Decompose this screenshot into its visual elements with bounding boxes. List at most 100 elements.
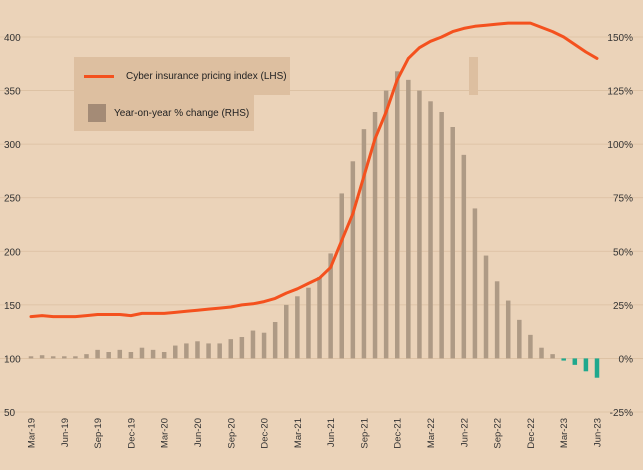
bar bbox=[528, 334, 533, 359]
left-tick-label: 400 bbox=[4, 33, 21, 44]
bar bbox=[517, 319, 522, 359]
right-tick-label: 150% bbox=[607, 33, 633, 44]
legend-label-line: Cyber insurance pricing index (LHS) bbox=[126, 70, 287, 82]
x-tick-label: Sep-19 bbox=[93, 418, 104, 449]
bar bbox=[28, 356, 34, 359]
bar bbox=[139, 347, 145, 359]
bar bbox=[483, 255, 489, 359]
legend-decoration bbox=[469, 57, 478, 95]
bar bbox=[306, 287, 311, 359]
bar bbox=[361, 129, 367, 359]
x-tick-label: Sep-21 bbox=[359, 418, 370, 449]
bar bbox=[284, 304, 289, 359]
legend-label-bar: Year-on-year % change (RHS) bbox=[114, 107, 250, 119]
x-tick-label: Sep-20 bbox=[226, 418, 237, 449]
x-tick-label: Dec-19 bbox=[126, 418, 137, 449]
left-tick-label: 100 bbox=[4, 354, 21, 365]
bar bbox=[128, 352, 134, 359]
right-axis: -25% 0% 25% 50% 75% 100% 125% 150% bbox=[607, 33, 633, 419]
x-tick-label: Jun-19 bbox=[60, 418, 71, 447]
x-tick-label: Dec-22 bbox=[526, 418, 537, 449]
bar bbox=[339, 193, 344, 359]
bar bbox=[173, 345, 178, 359]
bar bbox=[317, 277, 322, 359]
right-tick-label: 50% bbox=[613, 247, 633, 258]
bar bbox=[161, 352, 167, 359]
line-series bbox=[29, 21, 599, 319]
bar bbox=[539, 347, 544, 359]
bar bbox=[239, 337, 245, 359]
bar bbox=[84, 354, 89, 359]
bar bbox=[461, 154, 467, 359]
x-tick-label: Jun-20 bbox=[193, 418, 204, 447]
bar bbox=[561, 358, 566, 361]
x-tick-label: Mar-19 bbox=[27, 418, 38, 448]
bar bbox=[50, 356, 56, 359]
bar bbox=[250, 330, 256, 359]
x-tick-label: Dec-20 bbox=[260, 418, 271, 449]
bar bbox=[428, 101, 433, 359]
legend-bar-swatch bbox=[88, 104, 106, 122]
bar bbox=[39, 355, 45, 359]
bar bbox=[117, 349, 123, 359]
bar bbox=[73, 356, 78, 359]
bar bbox=[272, 322, 278, 359]
bar bbox=[295, 296, 300, 359]
bar bbox=[350, 161, 356, 359]
x-tick-label: Dec-21 bbox=[393, 418, 404, 449]
x-tick-label: Mar-21 bbox=[293, 418, 304, 448]
x-tick-label: Mar-23 bbox=[559, 418, 570, 448]
bar bbox=[417, 90, 422, 359]
right-tick-label: 100% bbox=[607, 140, 633, 151]
bar bbox=[472, 208, 478, 359]
bar bbox=[106, 352, 111, 359]
left-axis: 50 100 150 200 250 300 350 400 bbox=[4, 33, 21, 419]
bar bbox=[328, 253, 333, 359]
x-tick-label: Mar-22 bbox=[426, 418, 437, 448]
bar bbox=[184, 343, 189, 359]
pricing-index-line bbox=[29, 21, 599, 319]
right-tick-label: 25% bbox=[613, 301, 633, 312]
x-tick-label: Jun-22 bbox=[459, 418, 470, 447]
right-tick-label: 0% bbox=[619, 354, 634, 365]
left-tick-label: 200 bbox=[4, 247, 21, 258]
bar bbox=[450, 127, 455, 359]
x-tick-label: Jun-21 bbox=[326, 418, 337, 447]
bar bbox=[572, 358, 578, 365]
bar bbox=[372, 112, 378, 359]
bar bbox=[406, 79, 411, 359]
bar bbox=[261, 332, 267, 359]
bar bbox=[505, 300, 511, 359]
bar bbox=[95, 349, 100, 359]
legend-line-swatch bbox=[84, 74, 114, 78]
left-tick-label: 250 bbox=[4, 194, 21, 205]
legend-item-bar: Year-on-year % change (RHS) bbox=[74, 95, 254, 131]
right-tick-label: -25% bbox=[610, 408, 633, 419]
bar-series bbox=[28, 71, 600, 378]
x-tick-label: Sep-22 bbox=[493, 418, 504, 449]
bar bbox=[394, 71, 400, 359]
x-tick-label: Jun-23 bbox=[593, 418, 604, 447]
left-tick-label: 300 bbox=[4, 140, 21, 151]
right-tick-label: 125% bbox=[607, 87, 633, 98]
bar bbox=[594, 358, 600, 378]
bar bbox=[494, 281, 500, 359]
x-axis: Mar-19 Jun-19 Sep-19 Dec-19 Mar-20 Jun-20 Sep-… bbox=[27, 418, 604, 449]
left-tick-label: 350 bbox=[4, 87, 21, 98]
bar bbox=[206, 343, 211, 359]
left-tick-label: 50 bbox=[4, 408, 16, 419]
bar bbox=[383, 90, 389, 359]
bar bbox=[62, 356, 67, 359]
bar bbox=[439, 112, 444, 359]
bar bbox=[583, 358, 589, 372]
bar bbox=[550, 354, 555, 359]
bar bbox=[195, 341, 200, 359]
bar bbox=[228, 339, 234, 359]
bar bbox=[150, 349, 156, 359]
left-tick-label: 150 bbox=[4, 301, 21, 312]
bar bbox=[217, 343, 222, 359]
right-tick-label: 75% bbox=[613, 194, 633, 205]
x-tick-label: Mar-20 bbox=[160, 418, 171, 448]
legend-item-line: Cyber insurance pricing index (LHS) bbox=[74, 57, 290, 95]
